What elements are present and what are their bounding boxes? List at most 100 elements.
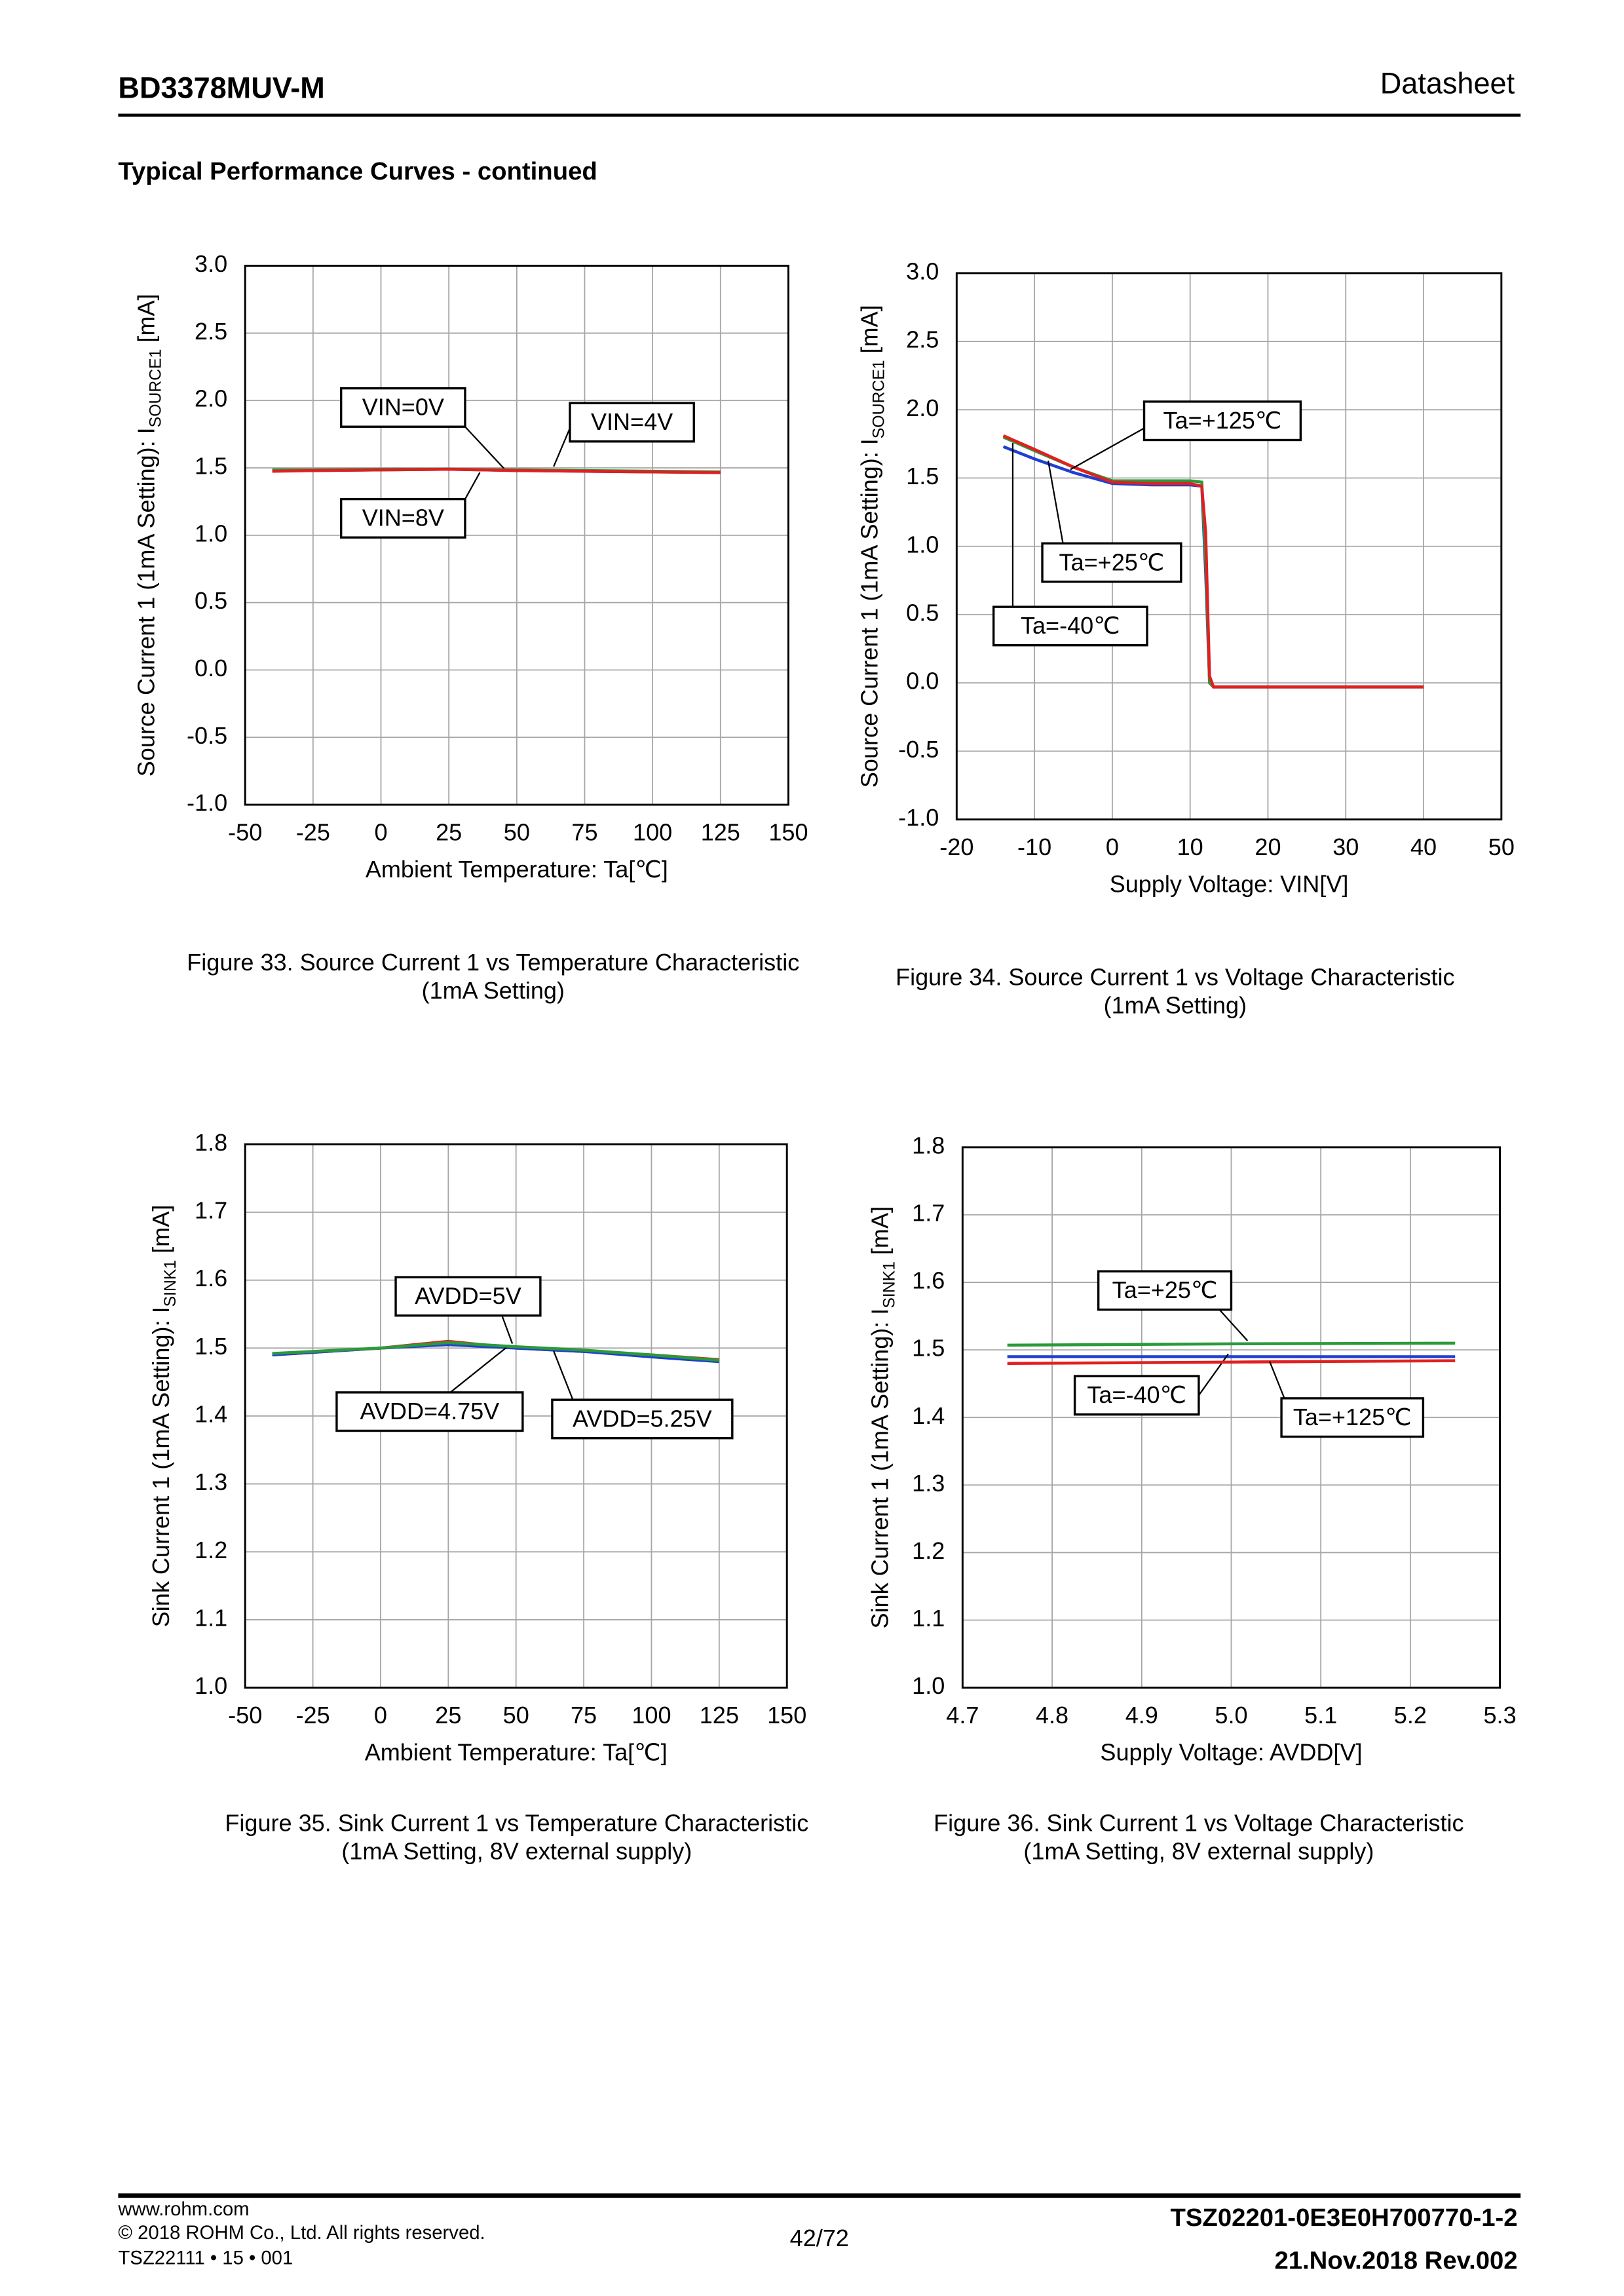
y-tick-label: 1.0 bbox=[195, 1672, 227, 1699]
label-box bbox=[569, 402, 695, 443]
y-tick-label: 1.7 bbox=[195, 1197, 227, 1224]
label-box bbox=[1041, 542, 1182, 583]
label-box bbox=[1280, 1397, 1425, 1438]
x-tick-label: 0 bbox=[374, 819, 387, 846]
y-tick-label: 1.3 bbox=[912, 1470, 945, 1497]
leader-line bbox=[464, 426, 506, 470]
label-box bbox=[551, 1398, 734, 1440]
y-tick-label: 1.0 bbox=[906, 531, 939, 558]
y-tick-label: 1.5 bbox=[906, 463, 939, 489]
x-axis-label: Ambient Temperature: Ta[℃] bbox=[365, 1739, 668, 1766]
y-tick-label: 1.8 bbox=[912, 1132, 945, 1158]
figure-caption: Figure 35. Sink Current 1 vs Temperature… bbox=[225, 1810, 808, 1837]
y-axis-label-part: SINK1 bbox=[162, 1260, 179, 1307]
leader-line bbox=[1047, 460, 1064, 544]
y-tick-label: 1.5 bbox=[912, 1335, 945, 1362]
y-axis-label-part: [mA] bbox=[147, 1205, 174, 1260]
series-label: Ta=+125℃ bbox=[1163, 407, 1282, 434]
y-axis-label-part: [mA] bbox=[866, 1206, 893, 1261]
plot-frame bbox=[244, 1143, 788, 1689]
series-label: VIN=0V bbox=[362, 394, 444, 421]
series-line bbox=[272, 1341, 720, 1362]
y-axis-label-part: Source Current 1 (1mA Setting): I bbox=[132, 427, 159, 776]
label-box bbox=[1073, 1375, 1200, 1416]
leader-line bbox=[1070, 427, 1145, 470]
series-label: AVDD=5V bbox=[415, 1282, 521, 1309]
series-label: Ta=-40℃ bbox=[1021, 612, 1120, 639]
y-axis-label-part: SOURCE1 bbox=[147, 349, 165, 428]
page-number: 42/72 bbox=[790, 2225, 849, 2251]
x-tick-label: 5.3 bbox=[1484, 1702, 1517, 1729]
x-tick-label: 150 bbox=[768, 819, 808, 846]
x-axis-label: Supply Voltage: AVDD[V] bbox=[1100, 1739, 1362, 1766]
plot-frame bbox=[955, 272, 1503, 821]
x-tick-label: -20 bbox=[939, 833, 973, 860]
y-axis-label: Sink Current 1 (1mA Setting): ISINK1 [mA… bbox=[147, 1205, 180, 1628]
leader-line bbox=[501, 1315, 514, 1344]
y-axis-label-part: Sink Current 1 (1mA Setting): I bbox=[147, 1307, 174, 1627]
x-tick-label: 75 bbox=[571, 1702, 597, 1729]
x-tick-label: 150 bbox=[767, 1702, 806, 1729]
x-tick-label: 100 bbox=[633, 819, 672, 846]
doc-type: Datasheet bbox=[1380, 67, 1515, 100]
plot-frame bbox=[244, 265, 789, 806]
figure-caption: Figure 33. Source Current 1 vs Temperatu… bbox=[187, 949, 799, 976]
figure-caption: Figure 34. Source Current 1 vs Voltage C… bbox=[896, 964, 1455, 991]
x-tick-label: 75 bbox=[571, 819, 597, 846]
y-tick-label: 1.4 bbox=[912, 1402, 945, 1429]
y-tick-label: 1.6 bbox=[195, 1265, 227, 1292]
y-tick-label: 3.0 bbox=[195, 250, 227, 277]
x-tick-label: 4.7 bbox=[946, 1702, 979, 1729]
y-axis-label-part: Source Current 1 (1mA Setting): I bbox=[856, 438, 882, 788]
label-box bbox=[1097, 1270, 1233, 1311]
y-tick-label: 1.6 bbox=[912, 1267, 945, 1294]
label-box bbox=[992, 605, 1148, 647]
figure-caption: (1mA Setting, 8V external supply) bbox=[341, 1838, 692, 1865]
y-tick-label: 0.5 bbox=[906, 599, 939, 626]
x-tick-label: 4.8 bbox=[1036, 1702, 1068, 1729]
x-tick-label: 25 bbox=[436, 819, 462, 846]
y-tick-label: 1.4 bbox=[195, 1401, 227, 1428]
x-axis-label: Supply Voltage: VIN[V] bbox=[1110, 871, 1349, 898]
y-tick-label: 3.0 bbox=[906, 258, 939, 284]
x-tick-label: 50 bbox=[504, 819, 530, 846]
series-label: VIN=4V bbox=[591, 408, 673, 435]
x-tick-label: -10 bbox=[1017, 833, 1051, 860]
x-tick-label: 0 bbox=[1106, 833, 1119, 860]
series-label: AVDD=4.75V bbox=[360, 1398, 500, 1425]
y-tick-label: 0.0 bbox=[906, 668, 939, 695]
y-axis-label: Source Current 1 (1mA Setting): ISOURCE1… bbox=[856, 305, 888, 788]
x-tick-label: 5.2 bbox=[1394, 1702, 1427, 1729]
footer-site: www.rohm.com bbox=[117, 2198, 249, 2220]
doc-number: TSZ02201-0E3E0H700770-1-2 bbox=[1170, 2204, 1517, 2232]
x-tick-label: 0 bbox=[374, 1702, 387, 1729]
y-axis-label-part: [mA] bbox=[132, 294, 159, 349]
y-axis-label-part: [mA] bbox=[856, 305, 882, 360]
plot-frame bbox=[961, 1146, 1501, 1689]
x-tick-label: 125 bbox=[700, 1702, 739, 1729]
leader-line bbox=[553, 428, 571, 467]
x-tick-label: 30 bbox=[1332, 833, 1359, 860]
x-tick-label: 4.9 bbox=[1125, 1702, 1158, 1729]
series-line bbox=[272, 467, 721, 474]
y-tick-label: 1.1 bbox=[195, 1604, 227, 1631]
y-axis-label: Source Current 1 (1mA Setting): ISOURCE1… bbox=[132, 294, 165, 776]
label-box bbox=[339, 497, 466, 539]
footer-copyright: © 2018 ROHM Co., Ltd. All rights reserve… bbox=[118, 2222, 485, 2244]
x-tick-label: 5.1 bbox=[1304, 1702, 1337, 1729]
y-tick-label: -0.5 bbox=[187, 722, 227, 749]
y-tick-label: 1.0 bbox=[912, 1672, 945, 1699]
y-tick-label: 2.0 bbox=[195, 385, 227, 412]
series-label: VIN=8V bbox=[362, 505, 444, 531]
leader-line bbox=[553, 1350, 574, 1400]
series-label: Ta=-40℃ bbox=[1087, 1381, 1186, 1408]
series-line bbox=[272, 1343, 719, 1364]
y-tick-label: 0.5 bbox=[195, 587, 227, 614]
y-tick-label: 2.0 bbox=[906, 394, 939, 421]
y-axis-label-part: SINK1 bbox=[880, 1261, 898, 1309]
figure-caption: (1mA Setting) bbox=[422, 977, 565, 1004]
x-tick-label: 125 bbox=[701, 819, 740, 846]
series-label: Ta=+25℃ bbox=[1059, 548, 1165, 575]
leader-line bbox=[1218, 1309, 1249, 1341]
y-tick-label: -0.5 bbox=[898, 736, 939, 763]
